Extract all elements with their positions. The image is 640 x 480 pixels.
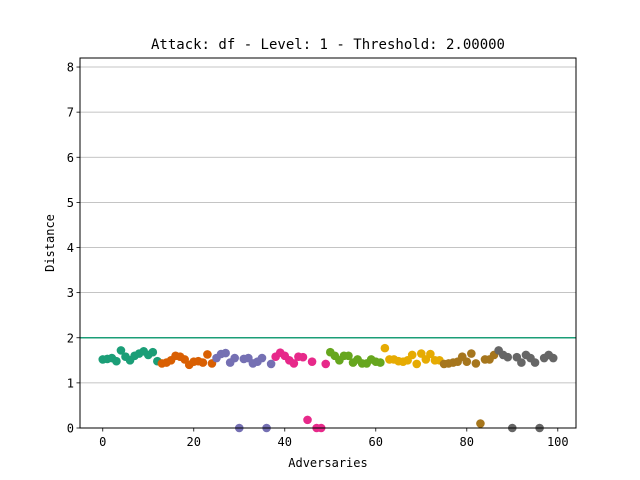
x-tick-label: 60 [369,435,383,449]
data-point [503,352,513,362]
data-point [530,358,540,367]
x-tick-label: 80 [460,435,474,449]
data-point [203,350,212,359]
data-point [462,357,472,366]
data-point [376,358,385,367]
y-axis-label: Distance [43,214,57,272]
points-layer [98,343,558,433]
data-point [344,351,353,361]
x-tick-label: 100 [547,435,569,449]
data-point [257,353,267,363]
y-tick-label: 2 [67,331,74,345]
data-point [230,353,240,363]
data-point [412,359,422,369]
data-point [266,359,276,369]
data-point [321,359,331,369]
data-point [380,343,390,353]
y-tick-label: 8 [67,61,74,75]
data-point [289,359,299,368]
data-point [307,357,317,366]
data-point [298,352,308,362]
data-point [198,358,208,367]
data-point [303,415,312,425]
data-point [407,350,417,360]
y-tick-label: 1 [67,376,74,390]
x-axis: 0 20 40 60 80 100 [99,428,569,449]
data-point [416,349,426,358]
chart-title: Attack: df - Level: 1 - Threshold: 2.000… [151,37,505,53]
data-point [548,353,558,363]
data-point [517,358,526,367]
x-tick-label: 20 [187,435,201,449]
data-point [116,346,126,355]
x-tick-label: 40 [278,435,292,449]
y-tick-label: 6 [67,151,74,165]
plot-frame [79,57,577,429]
data-point [221,348,230,358]
data-point [476,419,485,428]
data-point [112,356,121,366]
y-tick-label: 3 [67,286,74,300]
data-point [467,349,476,358]
y-tick-label: 0 [67,422,74,436]
x-tick-label: 0 [99,435,106,449]
data-point [471,359,481,368]
y-tick-label: 7 [67,106,74,120]
data-point [426,349,435,359]
y-tick-label: 5 [67,196,74,210]
data-point [148,347,158,357]
y-tick-label: 4 [67,241,74,255]
y-axis: 0 1 2 3 4 5 6 7 8 [67,61,80,436]
x-axis-label: Adversaries [288,456,367,470]
